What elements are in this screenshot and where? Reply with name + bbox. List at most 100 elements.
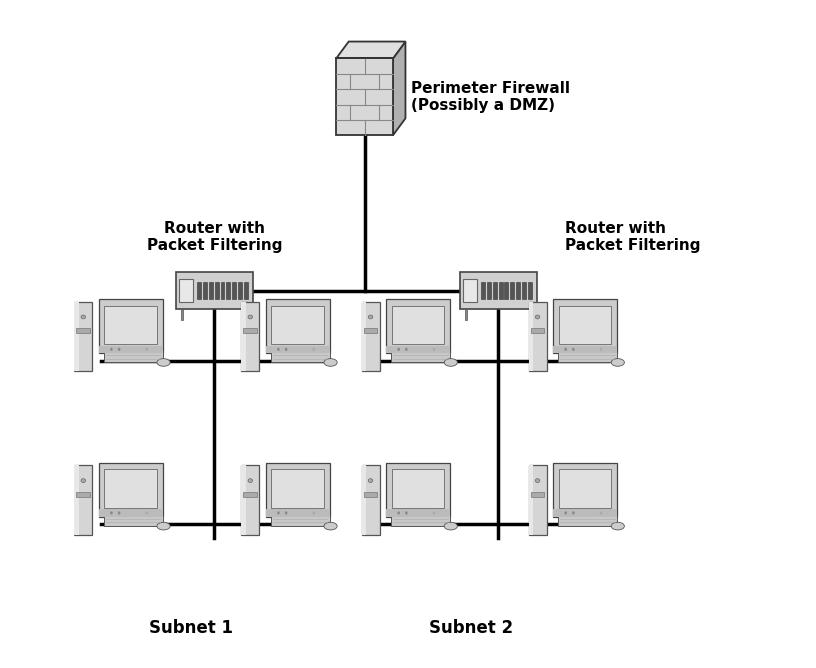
Bar: [244, 283, 248, 299]
Ellipse shape: [600, 347, 602, 351]
Bar: [487, 283, 491, 299]
Ellipse shape: [157, 522, 171, 530]
Bar: [104, 470, 157, 508]
Bar: [226, 283, 230, 299]
Bar: [238, 283, 242, 299]
Bar: [242, 302, 259, 371]
Ellipse shape: [110, 347, 113, 351]
Ellipse shape: [572, 347, 574, 351]
Ellipse shape: [611, 522, 624, 530]
Ellipse shape: [285, 512, 287, 514]
Bar: [559, 306, 611, 345]
Bar: [99, 299, 163, 353]
Ellipse shape: [368, 479, 373, 482]
Bar: [104, 515, 163, 526]
Text: Router with
Packet Filtering: Router with Packet Filtering: [565, 221, 700, 253]
Bar: [386, 509, 450, 517]
Bar: [529, 466, 547, 535]
Ellipse shape: [535, 479, 540, 482]
Bar: [552, 463, 617, 517]
Polygon shape: [393, 41, 406, 135]
Bar: [242, 466, 246, 535]
Bar: [104, 306, 157, 345]
Ellipse shape: [405, 512, 408, 514]
Ellipse shape: [611, 359, 624, 366]
Bar: [493, 283, 497, 299]
Bar: [559, 470, 611, 508]
Ellipse shape: [313, 512, 315, 514]
Bar: [481, 283, 486, 299]
Bar: [209, 283, 213, 299]
Ellipse shape: [397, 347, 400, 351]
Bar: [402, 518, 434, 521]
Bar: [510, 283, 514, 299]
Bar: [336, 59, 393, 135]
Ellipse shape: [248, 479, 253, 482]
Ellipse shape: [432, 347, 435, 351]
Bar: [271, 351, 330, 363]
Bar: [386, 463, 450, 517]
Ellipse shape: [600, 512, 602, 514]
Bar: [99, 509, 163, 517]
Bar: [569, 518, 601, 521]
Bar: [504, 283, 508, 299]
Bar: [529, 466, 533, 535]
Bar: [282, 355, 314, 357]
Bar: [569, 355, 601, 357]
Ellipse shape: [118, 347, 121, 351]
Bar: [552, 299, 617, 353]
Text: Router with
Packet Filtering: Router with Packet Filtering: [147, 221, 282, 253]
Bar: [386, 299, 450, 353]
Bar: [391, 351, 450, 363]
Bar: [265, 345, 330, 353]
Ellipse shape: [118, 512, 121, 514]
Ellipse shape: [535, 315, 540, 319]
Bar: [522, 283, 526, 299]
Bar: [99, 463, 163, 517]
Ellipse shape: [285, 347, 287, 351]
Ellipse shape: [397, 512, 400, 514]
Bar: [246, 309, 248, 320]
Bar: [392, 306, 444, 345]
Ellipse shape: [277, 512, 280, 514]
Bar: [391, 515, 450, 526]
Bar: [272, 470, 324, 508]
Bar: [558, 515, 617, 526]
Bar: [516, 283, 520, 299]
Bar: [114, 355, 147, 357]
Bar: [463, 279, 477, 303]
Bar: [99, 345, 163, 353]
Bar: [402, 355, 434, 357]
Bar: [243, 328, 257, 333]
Bar: [364, 328, 378, 333]
Bar: [233, 283, 236, 299]
Ellipse shape: [110, 512, 113, 514]
Bar: [74, 466, 92, 535]
Bar: [203, 283, 207, 299]
Bar: [197, 283, 202, 299]
Bar: [459, 273, 537, 309]
Bar: [361, 302, 379, 371]
Bar: [74, 302, 79, 371]
Bar: [265, 299, 330, 353]
Bar: [364, 492, 378, 496]
Text: Perimeter Firewall
(Possibly a DMZ): Perimeter Firewall (Possibly a DMZ): [411, 81, 570, 113]
Bar: [271, 515, 330, 526]
Bar: [558, 351, 617, 363]
Ellipse shape: [145, 347, 148, 351]
Bar: [282, 518, 314, 521]
Ellipse shape: [81, 479, 86, 482]
Ellipse shape: [565, 512, 567, 514]
Bar: [176, 273, 253, 309]
Bar: [361, 302, 366, 371]
Bar: [242, 302, 246, 371]
Ellipse shape: [432, 512, 435, 514]
Bar: [74, 466, 79, 535]
Bar: [465, 309, 467, 320]
Ellipse shape: [313, 347, 315, 351]
Bar: [179, 279, 193, 303]
Bar: [220, 283, 224, 299]
Bar: [181, 309, 183, 320]
Bar: [361, 466, 366, 535]
Text: Subnet 1: Subnet 1: [149, 619, 233, 637]
